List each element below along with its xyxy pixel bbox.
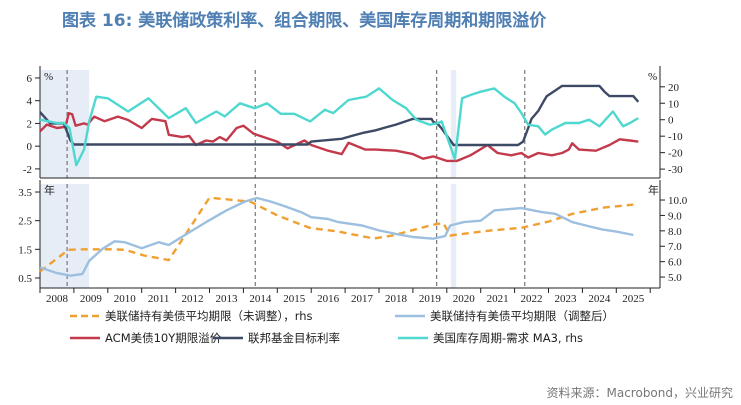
right-tick-label: -10 bbox=[668, 131, 683, 143]
x-tick-label: 2022 bbox=[521, 293, 543, 305]
x-tick-label: 2017 bbox=[351, 293, 374, 305]
right-tick-label: 10 bbox=[668, 98, 680, 110]
right-tick-label: 7.0 bbox=[668, 241, 682, 253]
x-tick-label: 2014 bbox=[249, 293, 272, 305]
legend-label: 美联储持有美债平均期限（未调整），rhs bbox=[105, 309, 313, 323]
left-tick-label: 2.5 bbox=[18, 216, 32, 228]
series-line bbox=[39, 87, 639, 167]
x-tick-label: 2023 bbox=[554, 293, 577, 305]
left-tick-label: 3.5 bbox=[18, 187, 32, 199]
right-unit-label: % bbox=[648, 71, 657, 83]
series-line bbox=[39, 111, 639, 163]
x-tick-label: 2012 bbox=[182, 293, 204, 305]
recession-shade bbox=[40, 184, 90, 288]
right-tick-label: 5.0 bbox=[668, 272, 682, 284]
series-line bbox=[39, 196, 634, 277]
series-line bbox=[39, 84, 640, 147]
left-tick-label: -2 bbox=[23, 164, 32, 176]
x-tick-label: 2010 bbox=[114, 293, 137, 305]
right-unit-label: 年 bbox=[648, 183, 659, 197]
chart-title: 图表 16: 美联储政策利率、组合期限、美国库存周期和期限溢价 bbox=[62, 11, 547, 31]
recession-shade bbox=[450, 70, 457, 178]
right-tick-label: 9.0 bbox=[668, 210, 682, 222]
left-tick-label: 4 bbox=[27, 96, 33, 108]
x-tick-label: 2009 bbox=[80, 293, 103, 305]
left-unit-label: 年 bbox=[44, 183, 55, 197]
x-tick-label: 2025 bbox=[622, 293, 645, 305]
x-tick-label: 2008 bbox=[46, 293, 69, 305]
left-tick-label: 1.5 bbox=[18, 244, 32, 256]
right-tick-label: -30 bbox=[668, 164, 683, 176]
right-tick-label: 20 bbox=[668, 82, 680, 94]
x-tick-label: 2018 bbox=[385, 293, 408, 305]
left-tick-label: 0.5 bbox=[18, 273, 32, 285]
left-unit-label: % bbox=[44, 71, 53, 83]
x-tick-label: 2019 bbox=[419, 293, 442, 305]
series-line bbox=[39, 196, 634, 273]
left-tick-label: 6 bbox=[27, 73, 33, 85]
x-tick-label: 2016 bbox=[317, 293, 340, 305]
x-tick-label: 2020 bbox=[453, 293, 476, 305]
legend-label: 美联储持有美债平均期限（调整后） bbox=[430, 309, 614, 323]
legend-label: 美国库存周期-需求 MA3, rhs bbox=[433, 331, 583, 345]
right-tick-label: 6.0 bbox=[668, 257, 682, 269]
x-tick-label: 2015 bbox=[283, 293, 306, 305]
right-tick-label: 10.0 bbox=[668, 195, 688, 207]
x-tick-label: 2021 bbox=[487, 293, 509, 305]
right-tick-label: 8.0 bbox=[668, 226, 682, 238]
legend-label: ACM美债10Y期限溢价 bbox=[105, 331, 222, 345]
right-tick-label: -20 bbox=[668, 148, 683, 160]
x-tick-label: 2011 bbox=[148, 293, 170, 305]
x-tick-label: 2024 bbox=[588, 293, 611, 305]
left-tick-label: 2 bbox=[27, 118, 33, 130]
source-note: 资料来源：Macrobond，兴业研究 bbox=[546, 386, 734, 400]
x-tick-label: 2013 bbox=[215, 293, 238, 305]
left-tick-label: 0 bbox=[27, 141, 33, 153]
legend-label: 联邦基金目标利率 bbox=[248, 331, 340, 345]
right-tick-label: 0 bbox=[668, 115, 674, 127]
